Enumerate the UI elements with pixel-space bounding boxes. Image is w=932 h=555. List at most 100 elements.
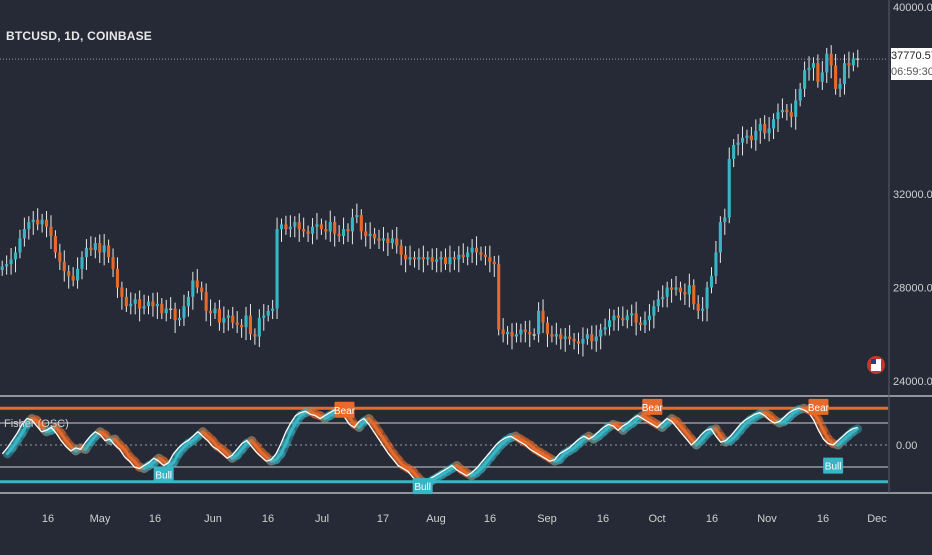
candle-body bbox=[49, 226, 53, 237]
candle-body bbox=[253, 334, 257, 337]
bull-signal-label: Bull bbox=[825, 462, 842, 473]
candle-body bbox=[811, 63, 816, 68]
candle-body bbox=[342, 229, 346, 237]
candle-body bbox=[89, 247, 93, 251]
candle-body bbox=[856, 58, 860, 60]
trigger-line bbox=[284, 430, 293, 446]
candle-body bbox=[297, 222, 301, 230]
candle-body bbox=[204, 292, 208, 311]
candle-body bbox=[847, 63, 851, 66]
candle-body bbox=[692, 285, 696, 304]
time-axis-tick: Aug bbox=[426, 513, 446, 525]
candle-body bbox=[319, 224, 323, 230]
candle-body bbox=[510, 331, 514, 337]
bear-signal-label: Bear bbox=[808, 403, 830, 414]
bar-countdown-label: 06:59:30 bbox=[891, 64, 932, 80]
candle-body bbox=[749, 135, 753, 141]
candle-body bbox=[803, 70, 807, 89]
time-axis-tick: 16 bbox=[262, 513, 274, 525]
candle-body bbox=[554, 334, 558, 337]
candle-body bbox=[492, 261, 496, 265]
symbol-title: BTCUSD, 1D, COINBASE bbox=[6, 29, 153, 43]
candle-body bbox=[705, 287, 709, 309]
price-axis-tick: 32000.00 bbox=[893, 189, 932, 201]
candle-body bbox=[457, 254, 461, 260]
candle-body bbox=[607, 320, 612, 328]
time-axis-tick: Sep bbox=[537, 513, 557, 525]
candle-body bbox=[177, 317, 182, 321]
candle-body bbox=[599, 329, 603, 337]
candle-body bbox=[359, 215, 363, 232]
time-axis-tick: Oct bbox=[648, 513, 665, 525]
candle-body bbox=[417, 257, 421, 260]
candle-body bbox=[350, 217, 354, 232]
candle-body bbox=[5, 264, 9, 267]
candle-body bbox=[40, 219, 44, 225]
candle-body bbox=[643, 320, 647, 325]
candle-body bbox=[169, 308, 173, 311]
bull-signal-label: Bull bbox=[155, 470, 172, 481]
candle-body bbox=[31, 219, 35, 223]
candle-body bbox=[714, 252, 718, 276]
candle-body bbox=[138, 299, 142, 309]
time-axis-tick: 17 bbox=[377, 513, 389, 525]
candle-body bbox=[390, 238, 394, 244]
candle-body bbox=[466, 252, 470, 258]
time-axis-tick: May bbox=[90, 513, 111, 525]
candle-body bbox=[107, 245, 111, 258]
candle-body bbox=[373, 233, 377, 239]
candle-body bbox=[284, 224, 288, 230]
candle-body bbox=[621, 317, 625, 321]
candle-body bbox=[656, 299, 660, 307]
price-axis-tick: 24000.00 bbox=[893, 376, 932, 388]
candle-body bbox=[585, 334, 589, 339]
candle-body bbox=[364, 231, 368, 237]
candle-body bbox=[346, 229, 350, 232]
candle-body bbox=[53, 236, 57, 253]
bull-signal-box bbox=[153, 466, 174, 483]
candle-body bbox=[213, 308, 217, 314]
candle-body bbox=[736, 142, 740, 145]
candle-body bbox=[426, 257, 430, 260]
candle-body bbox=[807, 67, 811, 71]
candle-body bbox=[639, 322, 643, 325]
candle-body bbox=[13, 252, 18, 260]
candle-body bbox=[528, 331, 532, 335]
candle-body bbox=[825, 53, 829, 73]
candle-body bbox=[337, 233, 341, 237]
candle-body bbox=[603, 327, 607, 330]
candle-body bbox=[44, 219, 49, 227]
candle-body bbox=[559, 334, 563, 339]
candle-body bbox=[0, 266, 4, 270]
candle-body bbox=[58, 252, 62, 262]
time-axis-tick: 16 bbox=[484, 513, 496, 525]
candle-body bbox=[80, 257, 84, 269]
candle-body bbox=[740, 137, 745, 143]
bull-signal-box bbox=[823, 457, 844, 474]
flag-icon-inner bbox=[871, 359, 881, 371]
candle-body bbox=[709, 275, 714, 288]
time-axis-tick: Dec bbox=[867, 513, 887, 525]
trigger-line bbox=[816, 418, 825, 432]
trigger-line bbox=[821, 428, 830, 441]
bear-signal-label: Bear bbox=[642, 403, 664, 414]
candle-body bbox=[93, 243, 97, 251]
price-axis-tick: 40000.00 bbox=[893, 2, 932, 14]
candle-body bbox=[718, 222, 722, 253]
candle-body bbox=[142, 306, 146, 309]
candle-body bbox=[133, 299, 137, 304]
candle-body bbox=[634, 313, 638, 323]
candle-body bbox=[754, 130, 758, 141]
trigger-line bbox=[20, 422, 29, 435]
candle-body bbox=[767, 128, 771, 134]
candle-body bbox=[27, 222, 31, 230]
candle-body bbox=[523, 329, 527, 332]
candle-body bbox=[262, 315, 266, 318]
candle-body bbox=[483, 254, 487, 258]
oscillator-axis-tick: 0.00 bbox=[896, 440, 917, 452]
candle-body bbox=[381, 238, 386, 241]
candle-body bbox=[248, 315, 253, 335]
candle-body bbox=[9, 259, 13, 265]
flag-icon[interactable] bbox=[866, 350, 886, 380]
